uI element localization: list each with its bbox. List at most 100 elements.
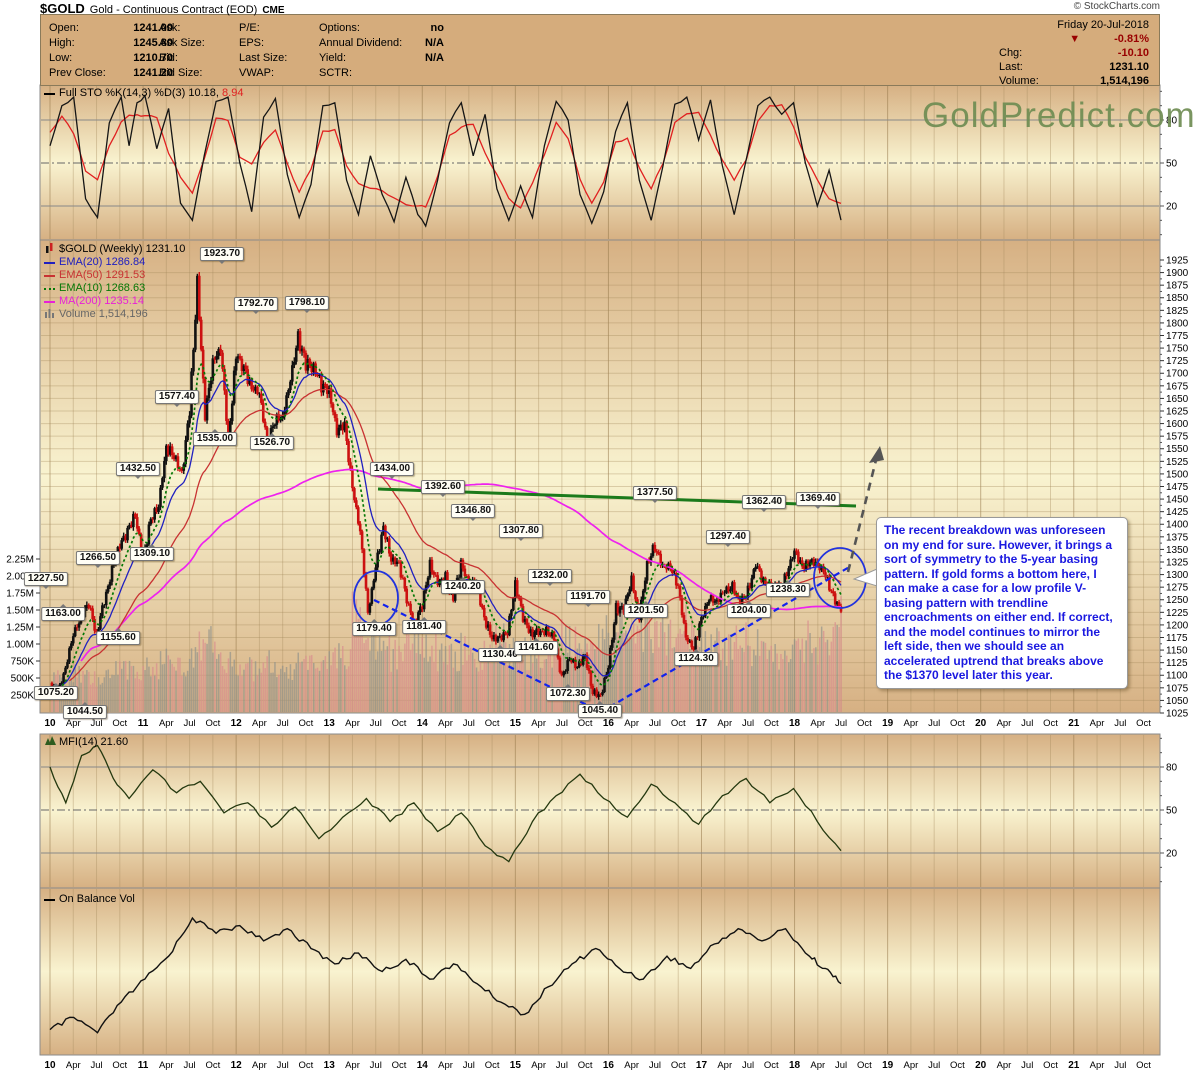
- svg-text:16: 16: [603, 718, 615, 729]
- svg-text:Oct: Oct: [671, 1060, 686, 1071]
- svg-text:Oct: Oct: [392, 1060, 407, 1071]
- svg-text:15: 15: [510, 718, 522, 729]
- legend-text: EMA(10) 1268.63: [59, 282, 146, 294]
- svg-text:1500: 1500: [1166, 469, 1189, 480]
- svg-text:17: 17: [696, 1060, 708, 1071]
- svg-text:50: 50: [1166, 805, 1178, 816]
- svg-text:Jul: Jul: [742, 718, 754, 729]
- svg-text:1125: 1125: [1166, 658, 1188, 669]
- svg-text:1900: 1900: [1166, 268, 1189, 279]
- svg-text:17: 17: [696, 718, 708, 729]
- svg-text:Jul: Jul: [370, 1060, 382, 1071]
- volume-bars-icon: [44, 308, 56, 322]
- quote-field: VWAP:: [239, 67, 275, 79]
- svg-text:1475: 1475: [1166, 482, 1189, 493]
- svg-text:12: 12: [231, 718, 243, 729]
- svg-text:10: 10: [44, 718, 56, 729]
- svg-text:Jul: Jul: [1021, 718, 1033, 729]
- svg-text:Oct: Oct: [485, 718, 500, 729]
- svg-text:Jul: Jul: [90, 718, 102, 729]
- quote-last: Last: 1231.10: [999, 61, 1149, 73]
- svg-text:1150: 1150: [1166, 646, 1188, 657]
- price-label-1923.70: 1923.70: [199, 247, 245, 264]
- sto-d-line: [49, 103, 842, 209]
- svg-text:Oct: Oct: [205, 718, 220, 729]
- price-label-1072.30: 1072.30: [545, 684, 591, 701]
- legend-text: EMA(50) 1291.53: [59, 269, 146, 281]
- mfi-panel-bg: [39, 733, 1161, 889]
- svg-text:1225: 1225: [1166, 608, 1189, 619]
- quote-volume: Volume: 1,514,196: [999, 75, 1149, 87]
- svg-text:Apr: Apr: [624, 1060, 639, 1071]
- quote-column-1: Ask: Ask Size: Bid: Bid Size:: [159, 21, 240, 81]
- legend-row-4: MA(200) 1235.14: [44, 295, 185, 308]
- svg-text:19: 19: [882, 1060, 894, 1071]
- quote-field: High: 1245.80: [49, 37, 173, 49]
- quote-column-0: Open: 1241.00 High: 1245.80 Low: 1210.70 Prev …: [49, 21, 173, 81]
- svg-text:14: 14: [417, 718, 429, 729]
- obv-line-icon: [44, 898, 55, 901]
- svg-text:1425: 1425: [1166, 507, 1189, 518]
- price-label-1377.50: 1377.50: [632, 486, 678, 503]
- exchange: CME: [262, 5, 285, 16]
- svg-text:Oct: Oct: [764, 1060, 779, 1071]
- svg-text:16: 16: [603, 1060, 615, 1071]
- price-label-1369.40: 1369.40: [795, 492, 841, 509]
- legend-row-1: EMA(20) 1286.84: [44, 256, 185, 269]
- svg-text:Apr: Apr: [438, 1060, 453, 1071]
- svg-text:Oct: Oct: [1043, 718, 1058, 729]
- svg-text:Jul: Jul: [556, 1060, 568, 1071]
- svg-text:Jul: Jul: [1114, 1060, 1126, 1071]
- svg-text:Oct: Oct: [1043, 1060, 1058, 1071]
- quote-date: Friday 20-Jul-2018: [1057, 19, 1149, 31]
- svg-text:Apr: Apr: [159, 718, 174, 729]
- price-label-1181.40: 1181.40: [402, 617, 446, 634]
- svg-text:1575: 1575: [1166, 432, 1189, 443]
- svg-text:Oct: Oct: [299, 718, 314, 729]
- svg-text:20: 20: [975, 718, 987, 729]
- svg-text:Apr: Apr: [717, 718, 732, 729]
- obv-line: [49, 916, 842, 1034]
- candlestick-icon: [44, 242, 56, 257]
- quote-field: Ask Size:: [159, 37, 205, 49]
- legend-row-3: EMA(10) 1268.63: [44, 282, 185, 295]
- price-label-1179.40: 1179.40: [352, 619, 396, 636]
- svg-text:Apr: Apr: [345, 1060, 360, 1071]
- price-label-1124.30: 1124.30: [674, 649, 718, 666]
- legend-text: MA(200) 1235.14: [59, 295, 144, 307]
- obv-panel-bg: [39, 887, 1161, 1056]
- svg-text:1700: 1700: [1166, 369, 1189, 380]
- svg-text:Apr: Apr: [810, 1060, 825, 1071]
- svg-text:19: 19: [882, 718, 894, 729]
- price-label-1163.00: 1163.00: [41, 604, 85, 621]
- svg-text:1600: 1600: [1166, 419, 1189, 430]
- svg-text:Apr: Apr: [66, 1060, 81, 1071]
- price-label-1526.70: 1526.70: [249, 433, 295, 450]
- svg-text:1.00M: 1.00M: [6, 640, 34, 651]
- svg-text:1250: 1250: [1166, 595, 1189, 606]
- svg-text:1075: 1075: [1166, 683, 1189, 694]
- price-label-1240.20: 1240.20: [440, 577, 486, 594]
- quote-field: Low: 1210.70: [49, 52, 173, 64]
- svg-text:Apr: Apr: [66, 718, 81, 729]
- quote-field: Options: no: [319, 22, 444, 34]
- legend-text: Volume 1,514,196: [59, 308, 148, 320]
- line-icon: [44, 274, 55, 277]
- svg-text:2.00M: 2.00M: [6, 572, 34, 583]
- svg-text:Apr: Apr: [531, 718, 546, 729]
- svg-text:13: 13: [324, 718, 336, 729]
- price-label-1309.10: 1309.10: [129, 544, 175, 561]
- quote-column-3: Options: no Annual Dividend: N/A Yield: N/A SC…: [319, 21, 444, 81]
- svg-text:Jul: Jul: [370, 718, 382, 729]
- svg-text:1800: 1800: [1166, 318, 1189, 329]
- svg-text:1850: 1850: [1166, 293, 1189, 304]
- legend-row-0: $GOLD (Weekly) 1231.10: [44, 242, 186, 257]
- price-label-1362.40: 1362.40: [741, 495, 787, 512]
- svg-text:1725: 1725: [1166, 356, 1189, 367]
- svg-text:Apr: Apr: [438, 718, 453, 729]
- svg-text:1175: 1175: [1166, 633, 1188, 644]
- legend-text: $GOLD (Weekly) 1231.10: [59, 243, 186, 255]
- price-label-1266.50: 1266.50: [75, 551, 121, 568]
- svg-text:1825: 1825: [1166, 306, 1189, 317]
- svg-text:500K: 500K: [11, 674, 35, 685]
